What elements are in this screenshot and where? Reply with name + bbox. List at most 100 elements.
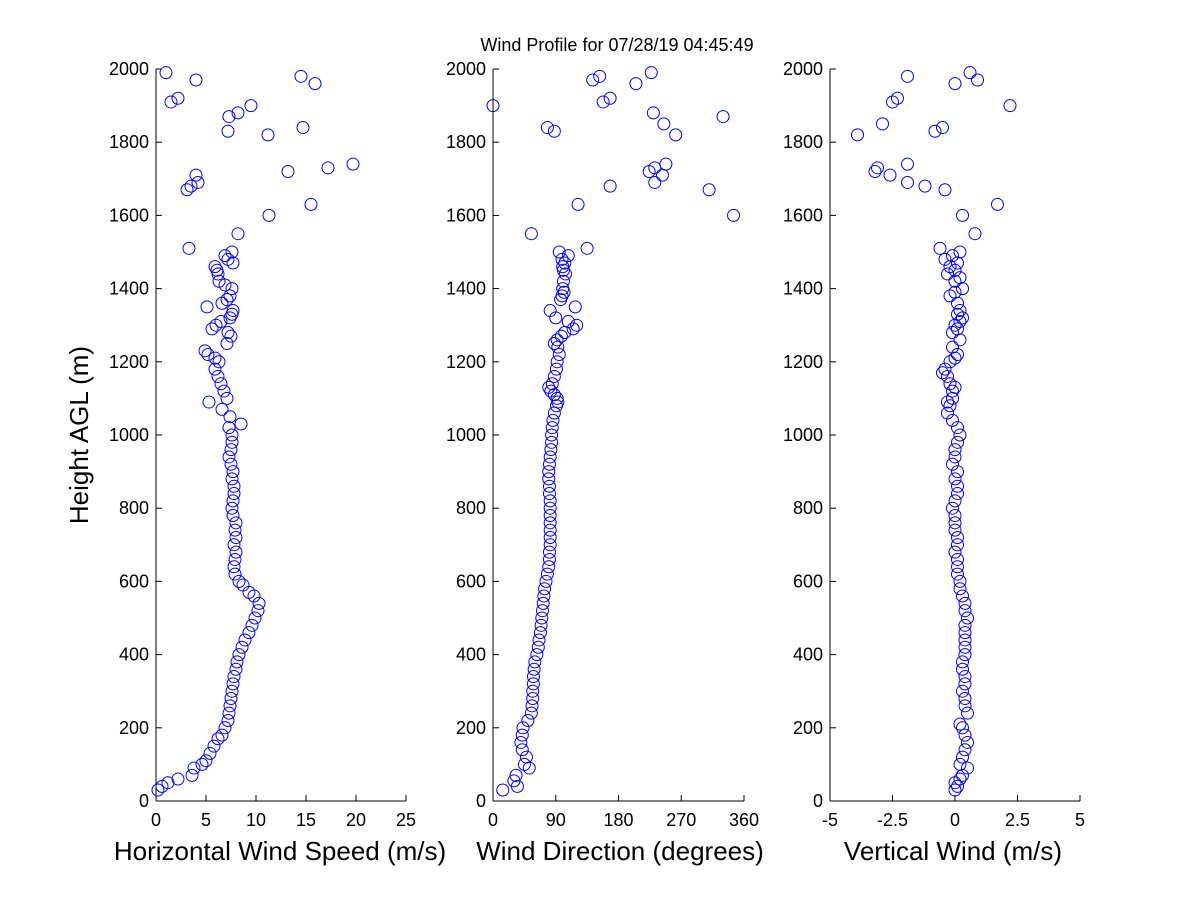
- y-tick-label: 1000: [109, 425, 149, 445]
- y-tick-label: 600: [793, 571, 823, 591]
- data-point: [953, 772, 967, 786]
- data-point: [211, 732, 225, 746]
- data-point: [948, 516, 962, 530]
- data-point: [532, 633, 546, 647]
- data-point: [851, 128, 864, 142]
- data-point: [231, 227, 245, 241]
- data-point: [956, 208, 969, 222]
- x-tick-label: 360: [729, 810, 759, 830]
- data-point: [936, 121, 949, 135]
- data-point: [941, 267, 954, 281]
- data-point: [552, 347, 566, 361]
- data-point: [536, 596, 550, 610]
- wind-speed-xlabel: Horizontal Wind Speed (m/s): [114, 836, 446, 866]
- data-point: [180, 183, 194, 197]
- data-point: [603, 179, 617, 193]
- data-point: [951, 479, 964, 493]
- y-tick-label: 0: [476, 791, 486, 811]
- data-point: [207, 739, 221, 753]
- data-point: [232, 648, 246, 662]
- data-point: [210, 263, 224, 277]
- data-point: [519, 750, 533, 764]
- data-point: [958, 596, 972, 610]
- data-point: [543, 516, 557, 530]
- data-point: [956, 655, 969, 669]
- data-point: [951, 307, 964, 321]
- data-point: [217, 384, 231, 398]
- data-point: [229, 545, 243, 559]
- data-point: [321, 161, 335, 175]
- data-point: [527, 662, 541, 676]
- data-point: [868, 164, 882, 178]
- figure-title: Wind Profile for 07/28/19 04:45:49: [480, 35, 753, 55]
- data-point: [901, 69, 914, 83]
- data-point: [948, 523, 962, 537]
- data-point: [943, 377, 957, 391]
- data-point: [953, 582, 967, 596]
- data-point: [928, 124, 942, 138]
- data-point: [208, 362, 222, 376]
- data-point: [224, 457, 238, 471]
- x-tick-label: -5: [822, 810, 838, 830]
- data-point: [540, 121, 554, 135]
- data-point: [951, 530, 964, 544]
- data-point: [958, 604, 972, 618]
- data-point: [507, 774, 521, 788]
- data-point: [958, 728, 972, 742]
- data-point: [223, 699, 237, 713]
- y-tick-label: 1600: [783, 205, 823, 225]
- data-point: [229, 516, 243, 530]
- wind-speed-panel: Horizontal Wind Speed (m/s) 020040060080…: [109, 59, 446, 866]
- data-point: [526, 670, 540, 684]
- data-point: [951, 779, 964, 793]
- data-point: [538, 582, 552, 596]
- data-point: [545, 421, 559, 435]
- data-point: [223, 410, 237, 424]
- data-point: [956, 750, 969, 764]
- data-point: [542, 472, 556, 486]
- x-tick-label: 0: [488, 810, 498, 830]
- x-tick-label: 270: [666, 810, 696, 830]
- data-point: [938, 183, 952, 197]
- data-point: [530, 648, 544, 662]
- data-point: [515, 728, 529, 742]
- data-point: [189, 73, 203, 87]
- data-point: [229, 662, 243, 676]
- data-point: [951, 435, 964, 449]
- data-point: [496, 783, 510, 797]
- data-point: [938, 362, 952, 376]
- y-tick-label: 1800: [109, 132, 149, 152]
- data-point: [963, 66, 977, 80]
- data-point: [244, 99, 258, 113]
- data-point: [242, 626, 256, 640]
- data-point: [951, 347, 964, 361]
- y-tick-label: 1000: [446, 425, 486, 445]
- data-point: [539, 574, 553, 588]
- vertical-wind-xlabel: Vertical Wind (m/s): [844, 836, 1062, 866]
- data-point: [215, 728, 229, 742]
- data-point: [946, 340, 959, 354]
- data-point: [261, 128, 275, 142]
- data-point: [515, 743, 529, 757]
- data-point: [262, 208, 276, 222]
- data-point: [951, 465, 964, 479]
- data-point: [971, 73, 984, 87]
- data-point: [220, 293, 234, 307]
- data-point: [956, 589, 969, 603]
- data-point: [542, 479, 556, 493]
- data-point: [542, 560, 556, 574]
- data-point: [555, 289, 569, 303]
- y-tick-label: 600: [119, 571, 149, 591]
- data-point: [543, 304, 557, 318]
- data-point: [212, 355, 226, 369]
- data-point: [526, 692, 540, 706]
- data-point: [228, 567, 242, 581]
- data-point: [545, 435, 559, 449]
- y-tick-label: 2000: [446, 59, 486, 79]
- data-point: [948, 77, 962, 91]
- height-axis-label: Height AGL (m): [64, 346, 94, 524]
- data-point: [525, 699, 539, 713]
- data-point: [958, 699, 972, 713]
- data-point: [549, 362, 563, 376]
- x-tick-label: -2.5: [877, 810, 908, 830]
